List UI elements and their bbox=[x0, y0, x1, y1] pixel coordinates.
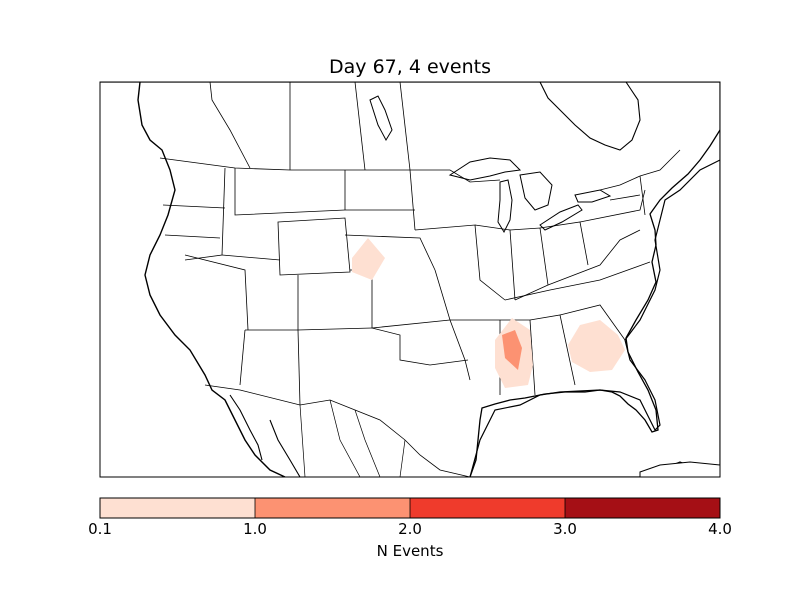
lake-superior bbox=[448, 157, 522, 181]
colorbar-bin-2 bbox=[255, 498, 410, 518]
event-region-georgia bbox=[568, 320, 625, 372]
lake-ontario bbox=[574, 189, 612, 203]
map-title: Day 67, 4 events bbox=[329, 56, 491, 78]
colorbar-tick-label: 2.0 bbox=[398, 520, 422, 538]
pacific-coastline bbox=[137, 82, 286, 477]
map-frame bbox=[99, 81, 721, 478]
gulf-coastline bbox=[469, 129, 720, 477]
baja-coast bbox=[229, 394, 301, 477]
hudson-bay-shore bbox=[539, 82, 641, 151]
colorbar-tick-label: 3.0 bbox=[553, 520, 577, 538]
colorbar-bin-1 bbox=[100, 498, 255, 518]
colorbar-label: N Events bbox=[376, 542, 444, 560]
us-mexico-border bbox=[204, 384, 471, 477]
colorbar-tick-label: 0.1 bbox=[88, 520, 112, 538]
mexico-state-lines bbox=[299, 399, 406, 477]
colorbar-tick-label: 4.0 bbox=[708, 520, 732, 538]
land-mass bbox=[100, 82, 720, 477]
colorbar bbox=[99, 497, 721, 519]
lake-erie bbox=[539, 204, 583, 231]
cuba-island bbox=[639, 461, 720, 477]
lake-michigan bbox=[497, 179, 513, 234]
lake-winnipeg bbox=[369, 95, 393, 142]
canada-us-border bbox=[159, 149, 681, 191]
colorbar-tick-label: 1.0 bbox=[243, 520, 267, 538]
canada-province-lines bbox=[209, 82, 411, 171]
event-region-nebraska bbox=[352, 238, 385, 280]
lake-huron bbox=[519, 171, 553, 211]
colorbar-bin-3 bbox=[410, 498, 565, 518]
us-state-lines bbox=[162, 167, 651, 406]
event-region-mississippi-core bbox=[502, 330, 522, 370]
colorbar-bin-4 bbox=[565, 498, 720, 518]
